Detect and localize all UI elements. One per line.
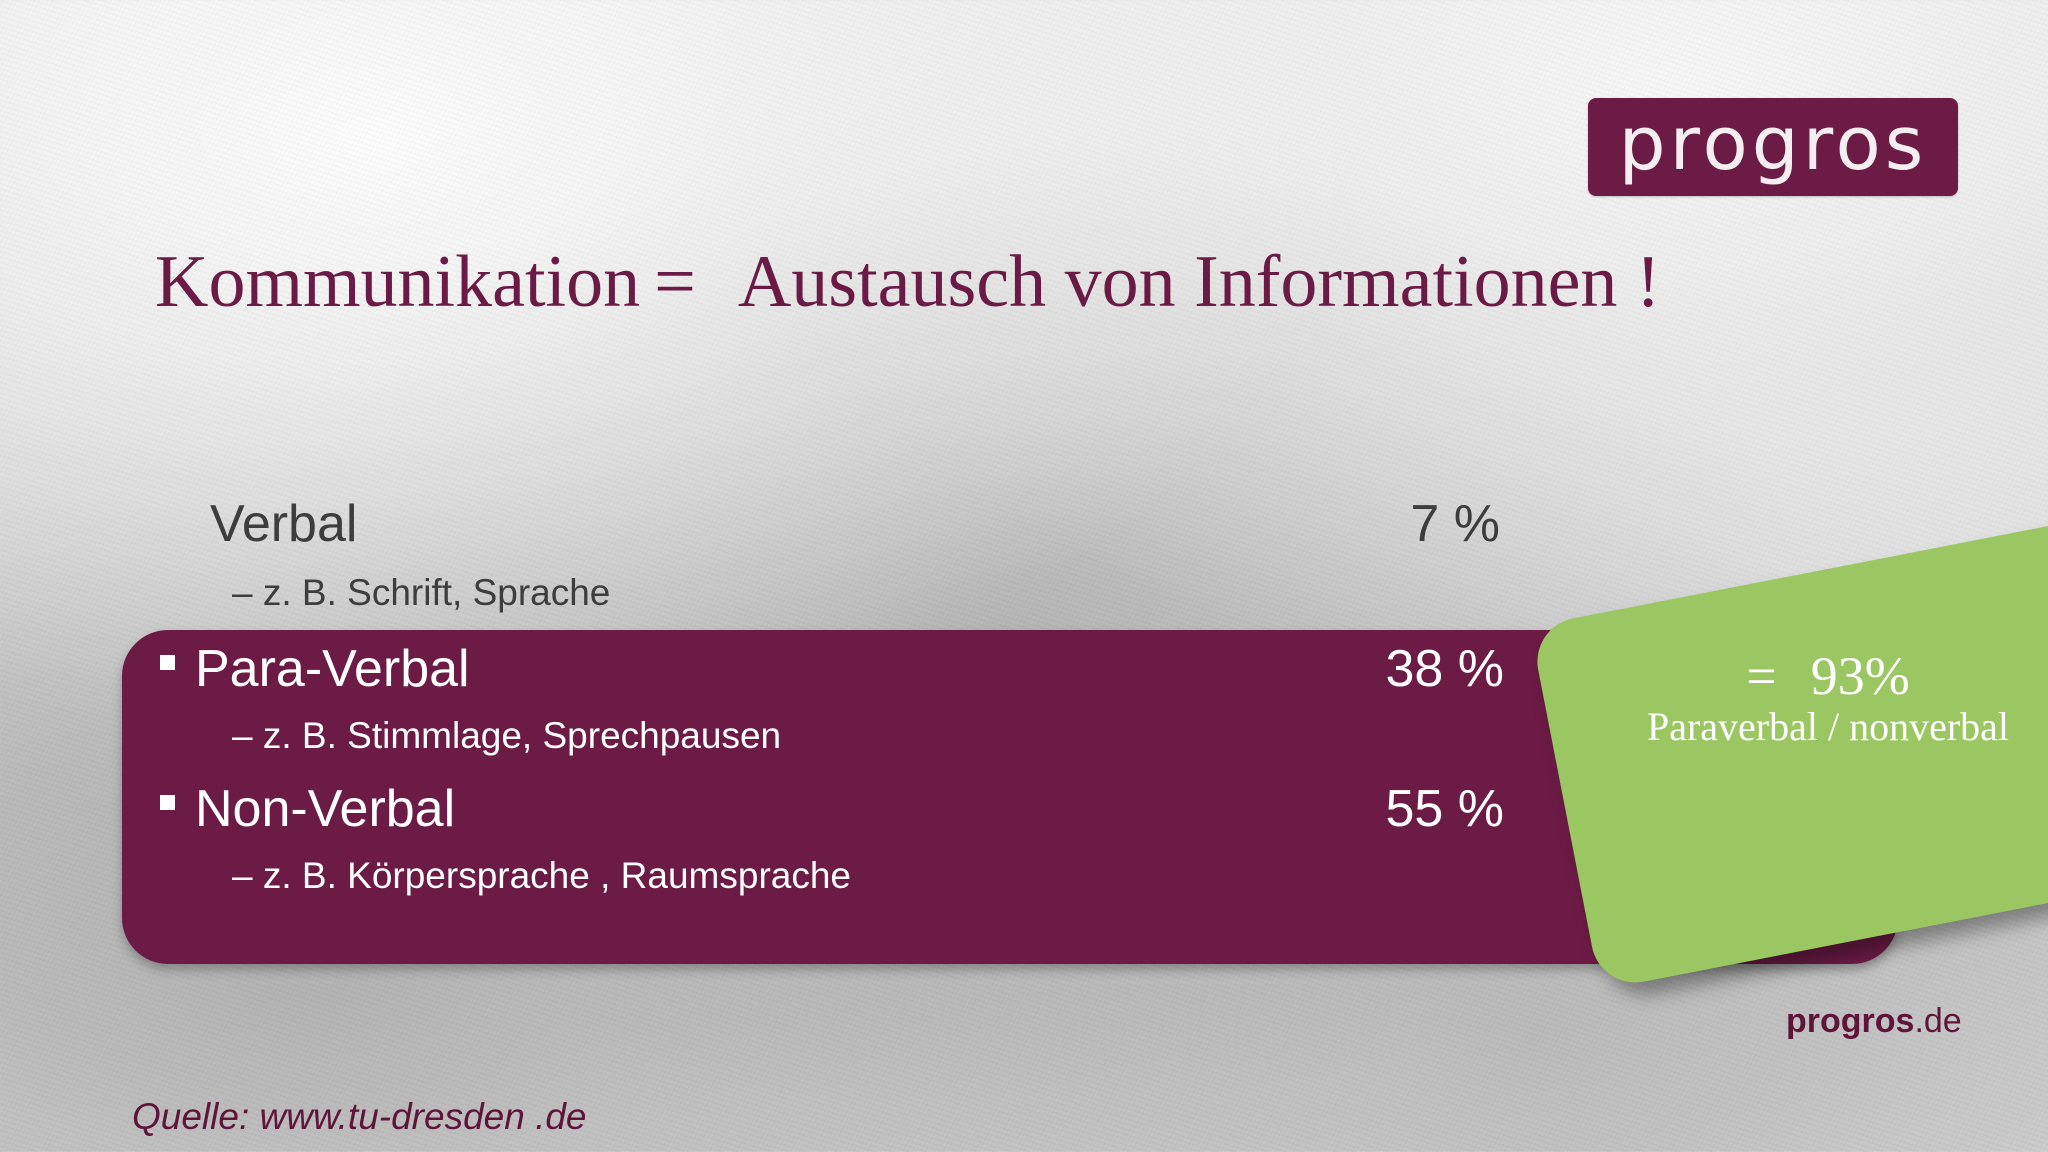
summary-label: Paraverbal / nonverbal [1646, 703, 2010, 749]
title-definition: Austausch von Informationen ! [737, 241, 1661, 323]
item-verbal-example: – z. B. Schrift, Sprache [232, 572, 611, 613]
item-paraverbal-label: Para-Verbal [195, 640, 470, 698]
item-verbal-label: Verbal [210, 495, 358, 553]
summary-card [1529, 519, 2048, 991]
item-verbal-percent: 7 % [1410, 495, 1500, 553]
item-nonverbal-label: Non-Verbal [195, 780, 456, 838]
summary-text: = 93% Paraverbal / nonverbal [1588, 648, 2048, 749]
footer-brand-domain: .de [1914, 1002, 1962, 1040]
summary-equals: = [1746, 646, 1777, 706]
progros-logo: progros [1588, 98, 1958, 196]
summary-value: 93% [1810, 646, 1910, 706]
summary-value-line: = 93% [1588, 648, 2048, 705]
bullet-icon [160, 794, 175, 810]
footer-brand: progros.de [1786, 1002, 1962, 1041]
item-nonverbal: Non-Verbal [160, 783, 455, 835]
item-paraverbal: Para-Verbal [160, 643, 470, 695]
footer-brand-name: progros [1786, 1002, 1915, 1040]
title-term: Kommunikation [155, 241, 641, 323]
item-nonverbal-percent: 55 % [1385, 780, 1504, 838]
item-paraverbal-percent: 38 % [1385, 640, 1504, 698]
slide-title: Kommunikation = Austausch von Informatione… [155, 241, 1661, 323]
item-paraverbal-example: – z. B. Stimmlage, Sprechpausen [232, 715, 782, 756]
source-citation: Quelle: www.tu-dresden .de [132, 1096, 587, 1137]
bullet-icon [160, 654, 175, 670]
item-nonverbal-example: – z. B. Körpersprache , Raumsprache [232, 855, 852, 896]
title-equals: = [654, 241, 696, 323]
logo-text: progros [1618, 101, 1928, 187]
